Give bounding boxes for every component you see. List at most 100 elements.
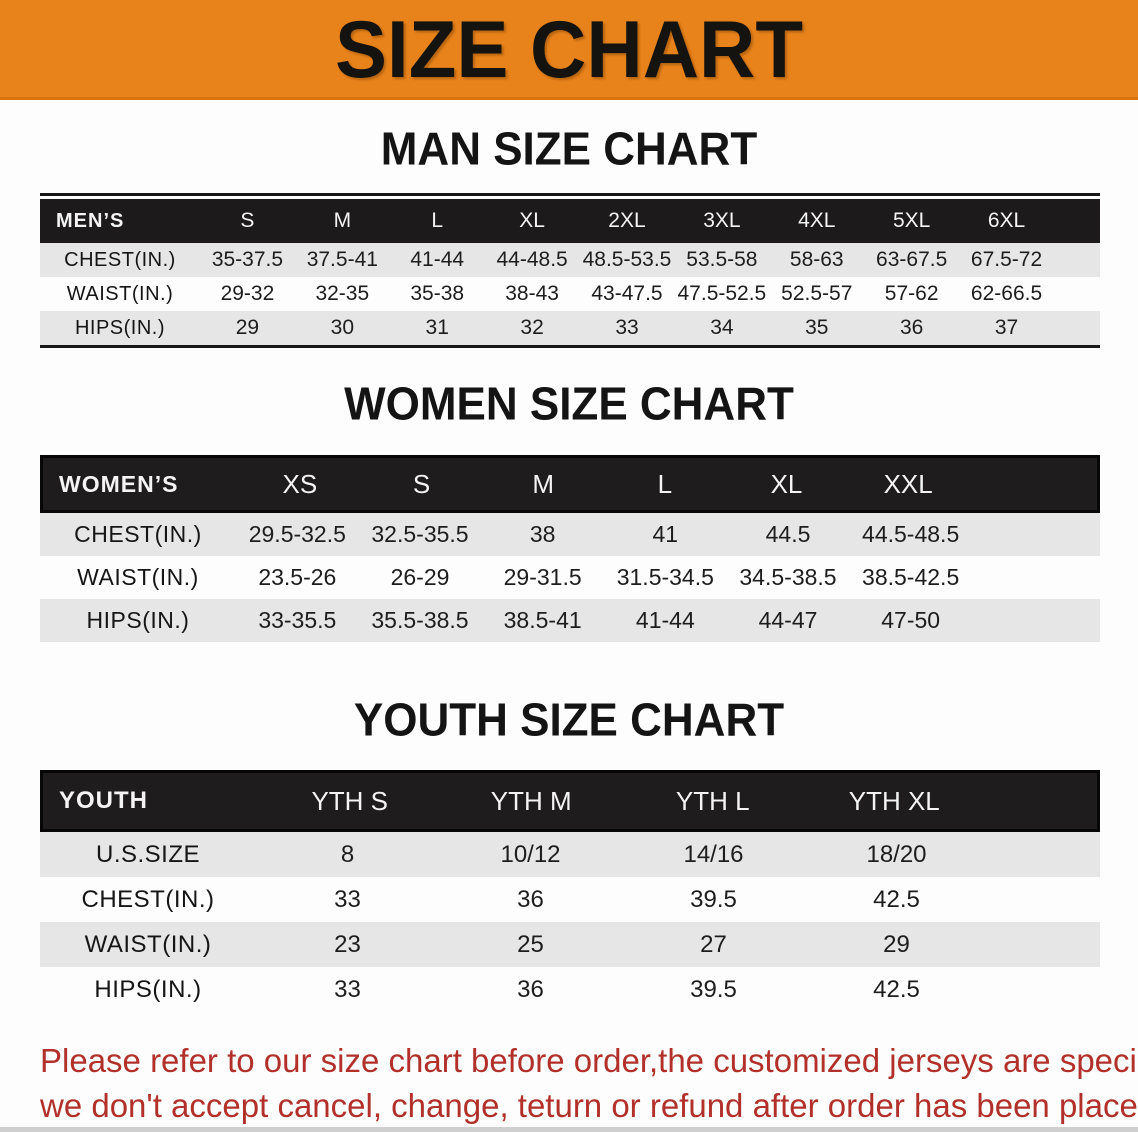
row-label: WAIST(IN.) (66, 282, 174, 305)
column-header: XL (519, 209, 545, 232)
table-header-row: YOUTH YTH S YTH M YTH L YTH XL (40, 770, 1100, 832)
table-cell: 36 (517, 975, 544, 1003)
table-cell: 42.5 (873, 975, 920, 1003)
table-cell: 38.5-41 (503, 607, 582, 633)
column-header: M (333, 209, 352, 232)
table-cell: 29-31.5 (503, 564, 582, 590)
table-row: HIPS(IN.) 33 36 39.5 42.5 (40, 967, 1100, 1012)
table-corner-label: MEN’S (56, 209, 125, 232)
table-row: U.S.SIZE 8 10/12 14/16 18/20 (40, 832, 1100, 877)
table-header-row: WOMEN’S XS S M L XL XXL (40, 455, 1100, 513)
column-header: YTH XL (848, 785, 940, 816)
table-cell: 44.5-48.5 (862, 521, 960, 547)
row-label: HIPS(IN.) (74, 316, 166, 339)
table-cell: 58-63 (789, 248, 844, 271)
table-cell: 14/16 (683, 840, 744, 868)
table-cell: 29.5-32.5 (248, 521, 346, 547)
column-header: 3XL (703, 209, 741, 232)
row-label: CHEST(IN.) (74, 521, 202, 547)
table-cell: 29-32 (220, 282, 275, 305)
row-label: HIPS(IN.) (94, 975, 202, 1003)
table-cell: 32.5-35.5 (371, 521, 469, 547)
womens-table-body: WOMEN’S XS S M L XL XXL CHEST(IN.) 29.5-32.5 32.5… (40, 455, 1100, 642)
table-cell: 27 (700, 930, 727, 958)
youth-section-heading: YOUTH SIZE CHART (353, 694, 785, 747)
column-header: XXL (883, 468, 933, 499)
table-cell: 23.5-26 (258, 564, 337, 590)
disclaimer-line-1: Please refer to our size chart before or… (40, 1042, 1138, 1079)
row-label: WAIST(IN.) (84, 930, 212, 958)
table-cell: 36 (899, 316, 924, 339)
table-cell: 26-29 (390, 564, 450, 590)
column-header: L (431, 209, 444, 232)
table-cell: 42.5 (873, 885, 920, 913)
table-row: WAIST(IN.) 29-32 32-35 35-38 38-43 43-47.5 47.… (40, 277, 1100, 311)
disclaimer-line-2: we don't accept cancel, change, teturn o… (40, 1087, 1138, 1124)
column-header: S (240, 209, 255, 232)
table-corner-label: YOUTH (59, 787, 148, 814)
table-cell: 39.5 (690, 975, 737, 1003)
column-header: XS (282, 468, 318, 499)
table-row: WAIST(IN.) 23 25 27 29 (40, 922, 1100, 967)
table-top-rule (40, 193, 1100, 196)
table-row: CHEST(IN.) 29.5-32.5 32.5-35.5 38 41 44.5 44.5… (40, 513, 1100, 556)
table-cell: 41-44 (635, 607, 695, 633)
table-cell: 33-35.5 (258, 607, 337, 633)
table-cell: 38-43 (505, 282, 559, 305)
table-cell: 29 (235, 316, 260, 339)
women-section-heading: WOMEN SIZE CHART (344, 378, 794, 431)
table-cell: 47-50 (881, 607, 941, 633)
column-header: M (532, 468, 554, 499)
column-header: 4XL (798, 209, 836, 232)
column-header: YTH M (490, 785, 572, 816)
column-header: S (412, 468, 431, 499)
banner: SIZE CHART (0, 0, 1138, 100)
mens-table-body: MEN’S S M L XL 2XL 3XL 4XL 5XL 6XL CHEST(IN.) 35-37… (40, 199, 1100, 345)
table-header-row: MEN’S S M L XL 2XL 3XL 4XL 5XL 6XL (40, 199, 1100, 243)
table-row: CHEST(IN.) 35-37.5 37.5-41 41-44 44-48.5 48.5… (40, 243, 1100, 277)
table-row: WAIST(IN.) 23.5-26 26-29 29-31.5 31.5-34.5 34… (40, 556, 1100, 599)
row-label: HIPS(IN.) (86, 607, 190, 633)
table-cell: 29 (883, 930, 910, 958)
bottom-edge-strip (0, 1127, 1138, 1132)
table-cell: 47.5-52.5 (677, 282, 767, 305)
table-cell: 10/12 (500, 840, 561, 868)
column-header: YTH L (675, 785, 750, 816)
table-bottom-rule (40, 345, 1100, 348)
table-row: HIPS(IN.) 29 30 31 32 33 34 35 36 37 (40, 311, 1100, 345)
man-section-heading: MAN SIZE CHART (380, 123, 758, 176)
table-cell: 41-44 (410, 248, 465, 271)
column-header: 5XL (892, 209, 931, 232)
column-header: L (657, 468, 673, 499)
table-cell: 38.5-42.5 (862, 564, 960, 590)
table-cell: 32 (520, 316, 544, 339)
table-cell: 38 (529, 521, 556, 547)
table-cell: 35.5-38.5 (371, 607, 469, 633)
mens-size-table: MEN’S S M L XL 2XL 3XL 4XL 5XL 6XL CHEST(IN.) 35-37… (40, 193, 1100, 348)
row-label: CHEST(IN.) (81, 885, 215, 913)
column-header: YTH S (311, 785, 389, 816)
table-cell: 33 (615, 316, 639, 339)
table-row: HIPS(IN.) 33-35.5 35.5-38.5 38.5-41 41-44 44-… (40, 599, 1100, 642)
table-cell: 57-62 (884, 282, 939, 305)
womens-size-table: WOMEN’S XS S M L XL XXL CHEST(IN.) 29.5-32.5 32.5… (40, 455, 1100, 642)
table-cell: 34.5-38.5 (739, 564, 837, 590)
table-cell: 31 (425, 316, 449, 339)
table-cell: 33 (334, 885, 361, 913)
table-cell: 48.5-53.5 (582, 248, 672, 271)
table-cell: 37.5-41 (306, 248, 378, 271)
column-header: 2XL (608, 209, 646, 232)
table-cell: 41 (652, 521, 679, 547)
table-cell: 35-38 (410, 282, 465, 305)
table-cell: 43-47.5 (591, 282, 663, 305)
table-cell: 67.5-72 (970, 248, 1043, 271)
table-cell: 37 (994, 316, 1019, 339)
disclaimer-note: Please refer to our size chart before or… (40, 1038, 1138, 1128)
table-cell: 52.5-57 (781, 282, 853, 305)
table-cell: 39.5 (690, 885, 737, 913)
table-cell: 35-37.5 (211, 248, 284, 271)
row-label: WAIST(IN.) (77, 564, 199, 590)
table-row: CHEST(IN.) 33 36 39.5 42.5 (40, 877, 1100, 922)
table-cell: 23 (334, 930, 361, 958)
table-cell: 34 (710, 316, 734, 339)
